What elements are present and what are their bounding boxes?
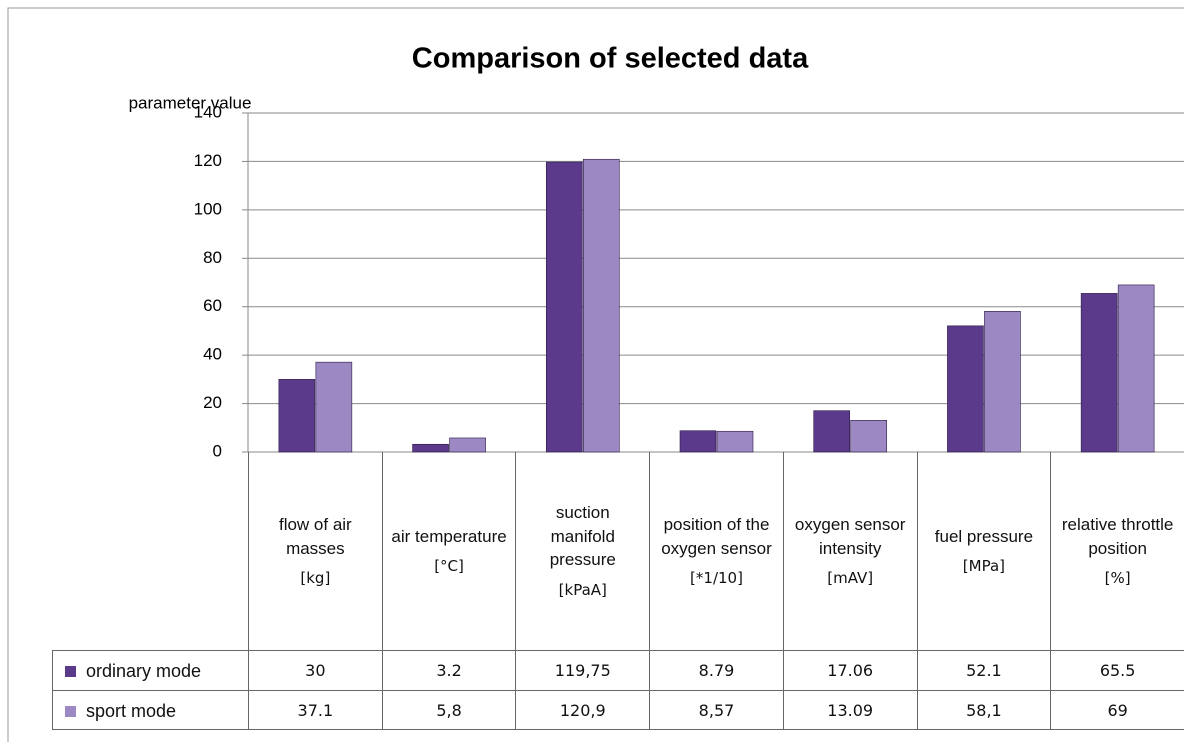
- bar: [315, 361, 353, 453]
- bar: [582, 158, 620, 453]
- table-value: 52.1: [916, 650, 1051, 690]
- legend-label: ordinary mode: [86, 661, 202, 681]
- bar: [850, 420, 888, 453]
- y-tick-label: 140: [194, 102, 222, 121]
- category-label: air temperature: [391, 526, 507, 546]
- chart-title: Comparison of selected data: [412, 43, 809, 75]
- bar: [947, 325, 984, 453]
- category-label: suction manifold pressure: [549, 502, 616, 570]
- category-unit: [°C]: [434, 557, 464, 576]
- category-label: oxygen sensor intensity: [794, 514, 906, 558]
- category-unit: [MPa]: [962, 557, 1006, 576]
- chart-frame: [7, 7, 1184, 742]
- legend-entry: sport mode: [52, 690, 248, 730]
- table-value: 3.2: [381, 650, 516, 690]
- category-cell: position of the oxygen sensor [*1/10]: [649, 452, 783, 650]
- category-unit: [mAV]: [827, 569, 874, 588]
- category-unit: [kPaA]: [558, 581, 607, 600]
- table-value: 8.79: [649, 650, 783, 690]
- y-tick-label: 60: [203, 296, 222, 315]
- table-value: 5,8: [381, 690, 516, 730]
- table-value: 120,9: [515, 690, 650, 730]
- category-unit: [*1/10]: [690, 569, 743, 588]
- bar: [716, 430, 754, 453]
- bar: [984, 311, 1021, 453]
- table-value: 17.06: [782, 650, 917, 690]
- category-label: relative throttle position: [1061, 514, 1174, 558]
- y-tick-label: 40: [203, 345, 222, 364]
- legend-label: sport mode: [86, 701, 177, 721]
- category-label: flow of air masses: [278, 514, 352, 558]
- bar: [1117, 284, 1155, 453]
- category-cell: flow of air masses [kg]: [248, 452, 382, 650]
- category-unit: [kg]: [300, 569, 331, 588]
- legend-swatch: [65, 706, 76, 717]
- bar: [449, 437, 486, 453]
- category-unit: [%]: [1104, 569, 1131, 588]
- bar: [278, 379, 316, 453]
- table-value: 119,75: [515, 650, 650, 690]
- category-cell: air temperature [°C]: [381, 452, 516, 650]
- bar: [679, 430, 717, 453]
- table-value: 8,57: [649, 690, 783, 730]
- category-cell: suction manifold pressure [kPaA]: [515, 452, 649, 650]
- y-tick-label: 120: [194, 151, 222, 170]
- legend-swatch: [65, 666, 76, 677]
- legend-entry: ordinary mode: [52, 650, 248, 690]
- y-tick-label: 20: [203, 393, 222, 412]
- y-tick-label: 0: [213, 441, 222, 460]
- bar: [412, 443, 449, 453]
- table-value: 37.1: [248, 690, 382, 730]
- bar: [545, 161, 583, 453]
- category-cell: oxygen sensor intensity [mAV]: [782, 452, 917, 650]
- plot-area: [247, 112, 1184, 453]
- category-cell: relative throttle position [%]: [1050, 452, 1184, 650]
- category-label: fuel pressure: [934, 526, 1034, 546]
- bar: [813, 410, 851, 453]
- bar: [1080, 293, 1118, 453]
- table-value: 65.5: [1050, 650, 1184, 690]
- table-value: 69: [1050, 690, 1184, 730]
- table-value: 13.09: [782, 690, 917, 730]
- category-cell: fuel pressure [MPa]: [916, 452, 1051, 650]
- y-tick-label: 80: [203, 248, 222, 267]
- table-value: 58,1: [916, 690, 1051, 730]
- y-tick-label: 100: [194, 199, 222, 218]
- table-value: 30: [248, 650, 382, 690]
- y-axis-label: parameter value: [129, 93, 252, 112]
- category-label: position of the oxygen sensor: [661, 514, 772, 558]
